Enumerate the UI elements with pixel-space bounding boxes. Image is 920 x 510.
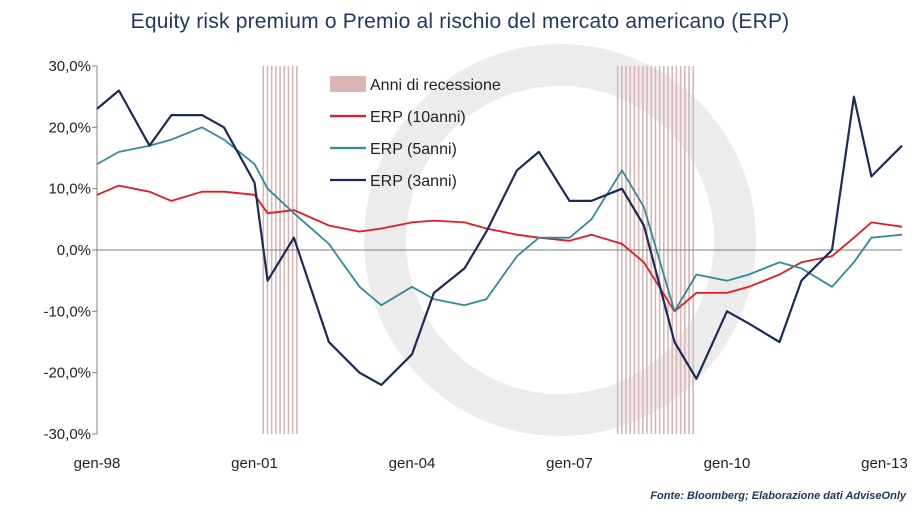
axes: 30,0% 20,0% 10,0% 0,0% -10,0% -20,0% -30,0% gen… xyxy=(43,58,907,472)
y-tick-label: 0,0% xyxy=(57,242,91,259)
chart-title: Equity risk premium o Premio al rischio … xyxy=(130,10,790,33)
x-tick-label: gen-10 xyxy=(704,455,751,472)
series-line-3 xyxy=(96,89,903,386)
x-tick-label: gen-04 xyxy=(389,455,436,472)
y-tick-label: 20,0% xyxy=(48,119,91,136)
x-tick-label: gen-01 xyxy=(231,455,278,472)
series-line-2 xyxy=(96,126,903,313)
y-tick-label: -10,0% xyxy=(43,303,91,320)
watermark-logo xyxy=(364,44,756,436)
x-tick-label: gen-07 xyxy=(546,455,593,472)
legend-label-series-3: ERP (3anni) xyxy=(370,173,457,190)
x-tick-label: gen-98 xyxy=(74,455,121,472)
y-tick-label: 30,0% xyxy=(48,58,91,75)
y-tick-label: -20,0% xyxy=(43,365,91,382)
legend-label-series-1: ERP (10anni) xyxy=(370,109,466,126)
chart-source: Fonte: Bloomberg; Elaborazione dati Advi… xyxy=(650,490,906,502)
y-tick-label: 10,0% xyxy=(48,181,91,198)
y-tick-label: -30,0% xyxy=(43,426,91,443)
legend: Anni di recessione ERP (10anni) ERP (5anni… xyxy=(330,76,501,190)
series-lines xyxy=(96,89,903,386)
series-line-1 xyxy=(96,184,903,313)
legend-label-series-2: ERP (5anni) xyxy=(370,141,457,158)
legend-swatch-recession xyxy=(330,76,366,92)
legend-label-recession: Anni di recessione xyxy=(370,77,501,94)
x-tick-label: gen-13 xyxy=(861,455,908,472)
